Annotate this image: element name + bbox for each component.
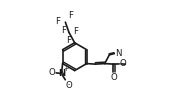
Text: O: O <box>110 73 117 82</box>
Text: -: - <box>68 82 70 88</box>
Text: N: N <box>58 69 65 78</box>
Text: F: F <box>61 26 66 35</box>
Text: F: F <box>55 17 60 26</box>
Text: +: + <box>64 66 69 71</box>
Text: F: F <box>68 11 73 20</box>
Text: O: O <box>48 68 55 77</box>
Text: F: F <box>73 27 78 36</box>
Text: N: N <box>116 49 122 58</box>
Text: O: O <box>120 59 126 68</box>
Text: O: O <box>66 81 72 90</box>
Text: F: F <box>66 36 71 45</box>
